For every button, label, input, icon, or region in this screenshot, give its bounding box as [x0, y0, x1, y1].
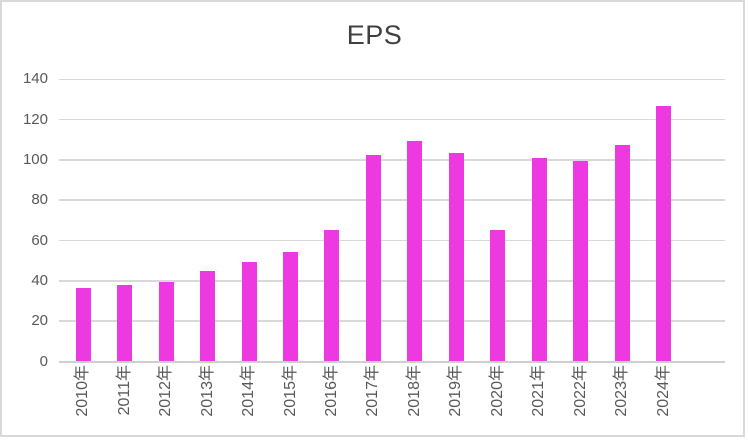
- y-tick-label: 60: [31, 231, 48, 249]
- x-category-label: 2011年: [115, 365, 133, 416]
- gridline: [59, 118, 725, 121]
- x-category-label: 2016年: [322, 365, 340, 417]
- bar-2024年[interactable]: [656, 106, 671, 362]
- bar-2014年[interactable]: [241, 261, 257, 362]
- x-category-label: 2022年: [571, 365, 589, 417]
- y-tick-label: 20: [31, 312, 48, 330]
- bar-2020年[interactable]: [490, 230, 506, 362]
- gridline: [59, 159, 725, 161]
- gridline: [59, 280, 725, 282]
- x-category-label: 2015年: [281, 365, 299, 417]
- x-category-label: 2012年: [157, 365, 175, 417]
- x-category-label: 2020年: [488, 365, 506, 417]
- bar-2012年[interactable]: [158, 281, 174, 362]
- gridline: [59, 78, 725, 80]
- bar-2019年[interactable]: [448, 152, 464, 362]
- x-axis-line: [59, 360, 725, 363]
- x-category-label: 2023年: [613, 365, 630, 417]
- bar-2010年[interactable]: [75, 287, 91, 362]
- x-category-label: 2010年: [74, 365, 92, 417]
- y-tick-label: 120: [22, 110, 48, 128]
- bar-2023年[interactable]: [614, 144, 630, 362]
- x-category-label: 2018年: [405, 365, 423, 417]
- y-tick-label: 80: [31, 191, 48, 209]
- bar-2016年[interactable]: [324, 230, 340, 362]
- x-category-label: 2013年: [198, 365, 216, 417]
- x-category-label: 2017年: [364, 365, 382, 417]
- gridline: [59, 239, 725, 242]
- bar-2022年[interactable]: [573, 160, 589, 362]
- y-tick-label: 100: [22, 150, 48, 168]
- bar-2015年[interactable]: [283, 251, 298, 362]
- y-tick-label: 140: [22, 70, 48, 88]
- bar-2011年[interactable]: [117, 284, 133, 362]
- x-category-label: 2019年: [447, 365, 465, 417]
- bar-2013年[interactable]: [200, 270, 216, 362]
- bar-2021年[interactable]: [531, 157, 547, 362]
- gridline: [59, 199, 725, 201]
- x-category-label: 2014年: [240, 365, 258, 417]
- bar-2017年[interactable]: [365, 154, 381, 362]
- x-category-label: 2024年: [654, 365, 672, 417]
- y-tick-label: 40: [31, 271, 48, 289]
- chart-title: EPS: [346, 20, 403, 50]
- gridline: [59, 320, 725, 322]
- bar-2018年[interactable]: [407, 140, 423, 362]
- y-tick-label: 0: [39, 352, 48, 370]
- x-category-label: 2021年: [530, 365, 548, 417]
